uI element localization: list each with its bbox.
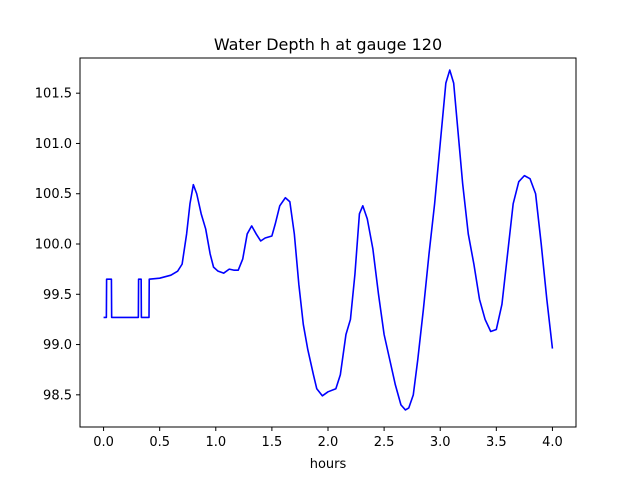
y-tick-label: 99.5 xyxy=(43,288,72,303)
x-tick-label: 3.5 xyxy=(486,435,507,450)
plot-area: 0.0 0.5 1.0 1.5 2.0 2.5 3.0 3.5 4.0 98.5 99.0 99.5… xyxy=(35,57,577,450)
x-axis-label: hours xyxy=(310,457,347,472)
y-tick-label: 101.5 xyxy=(35,87,72,102)
x-tick-label: 4.0 xyxy=(542,435,563,450)
plot-frame xyxy=(79,57,577,428)
x-tick-label: 0.0 xyxy=(93,435,114,450)
x-axis: 0.0 0.5 1.0 1.5 2.0 2.5 3.0 3.5 4.0 xyxy=(93,427,563,450)
x-tick-label: 0.5 xyxy=(149,435,170,450)
x-tick-label: 1.0 xyxy=(205,435,226,450)
plot-background xyxy=(80,58,576,427)
x-tick-label: 2.0 xyxy=(318,435,339,450)
y-axis: 98.5 99.0 99.5 100.0 100.5 101.0 101.5 xyxy=(35,87,80,403)
y-tick-label: 100.0 xyxy=(35,238,72,253)
x-tick-label: 2.5 xyxy=(374,435,395,450)
y-tick-label: 100.5 xyxy=(35,187,72,202)
chart-title: Water Depth h at gauge 120 xyxy=(214,35,442,54)
y-tick-label: 101.0 xyxy=(35,137,72,152)
x-tick-label: 3.0 xyxy=(430,435,451,450)
series-line-0 xyxy=(103,69,554,411)
x-tick-label: 1.5 xyxy=(262,435,283,450)
y-tick-label: 99.0 xyxy=(43,338,72,353)
data-layer xyxy=(103,69,554,411)
y-tick-label: 98.5 xyxy=(43,388,72,403)
